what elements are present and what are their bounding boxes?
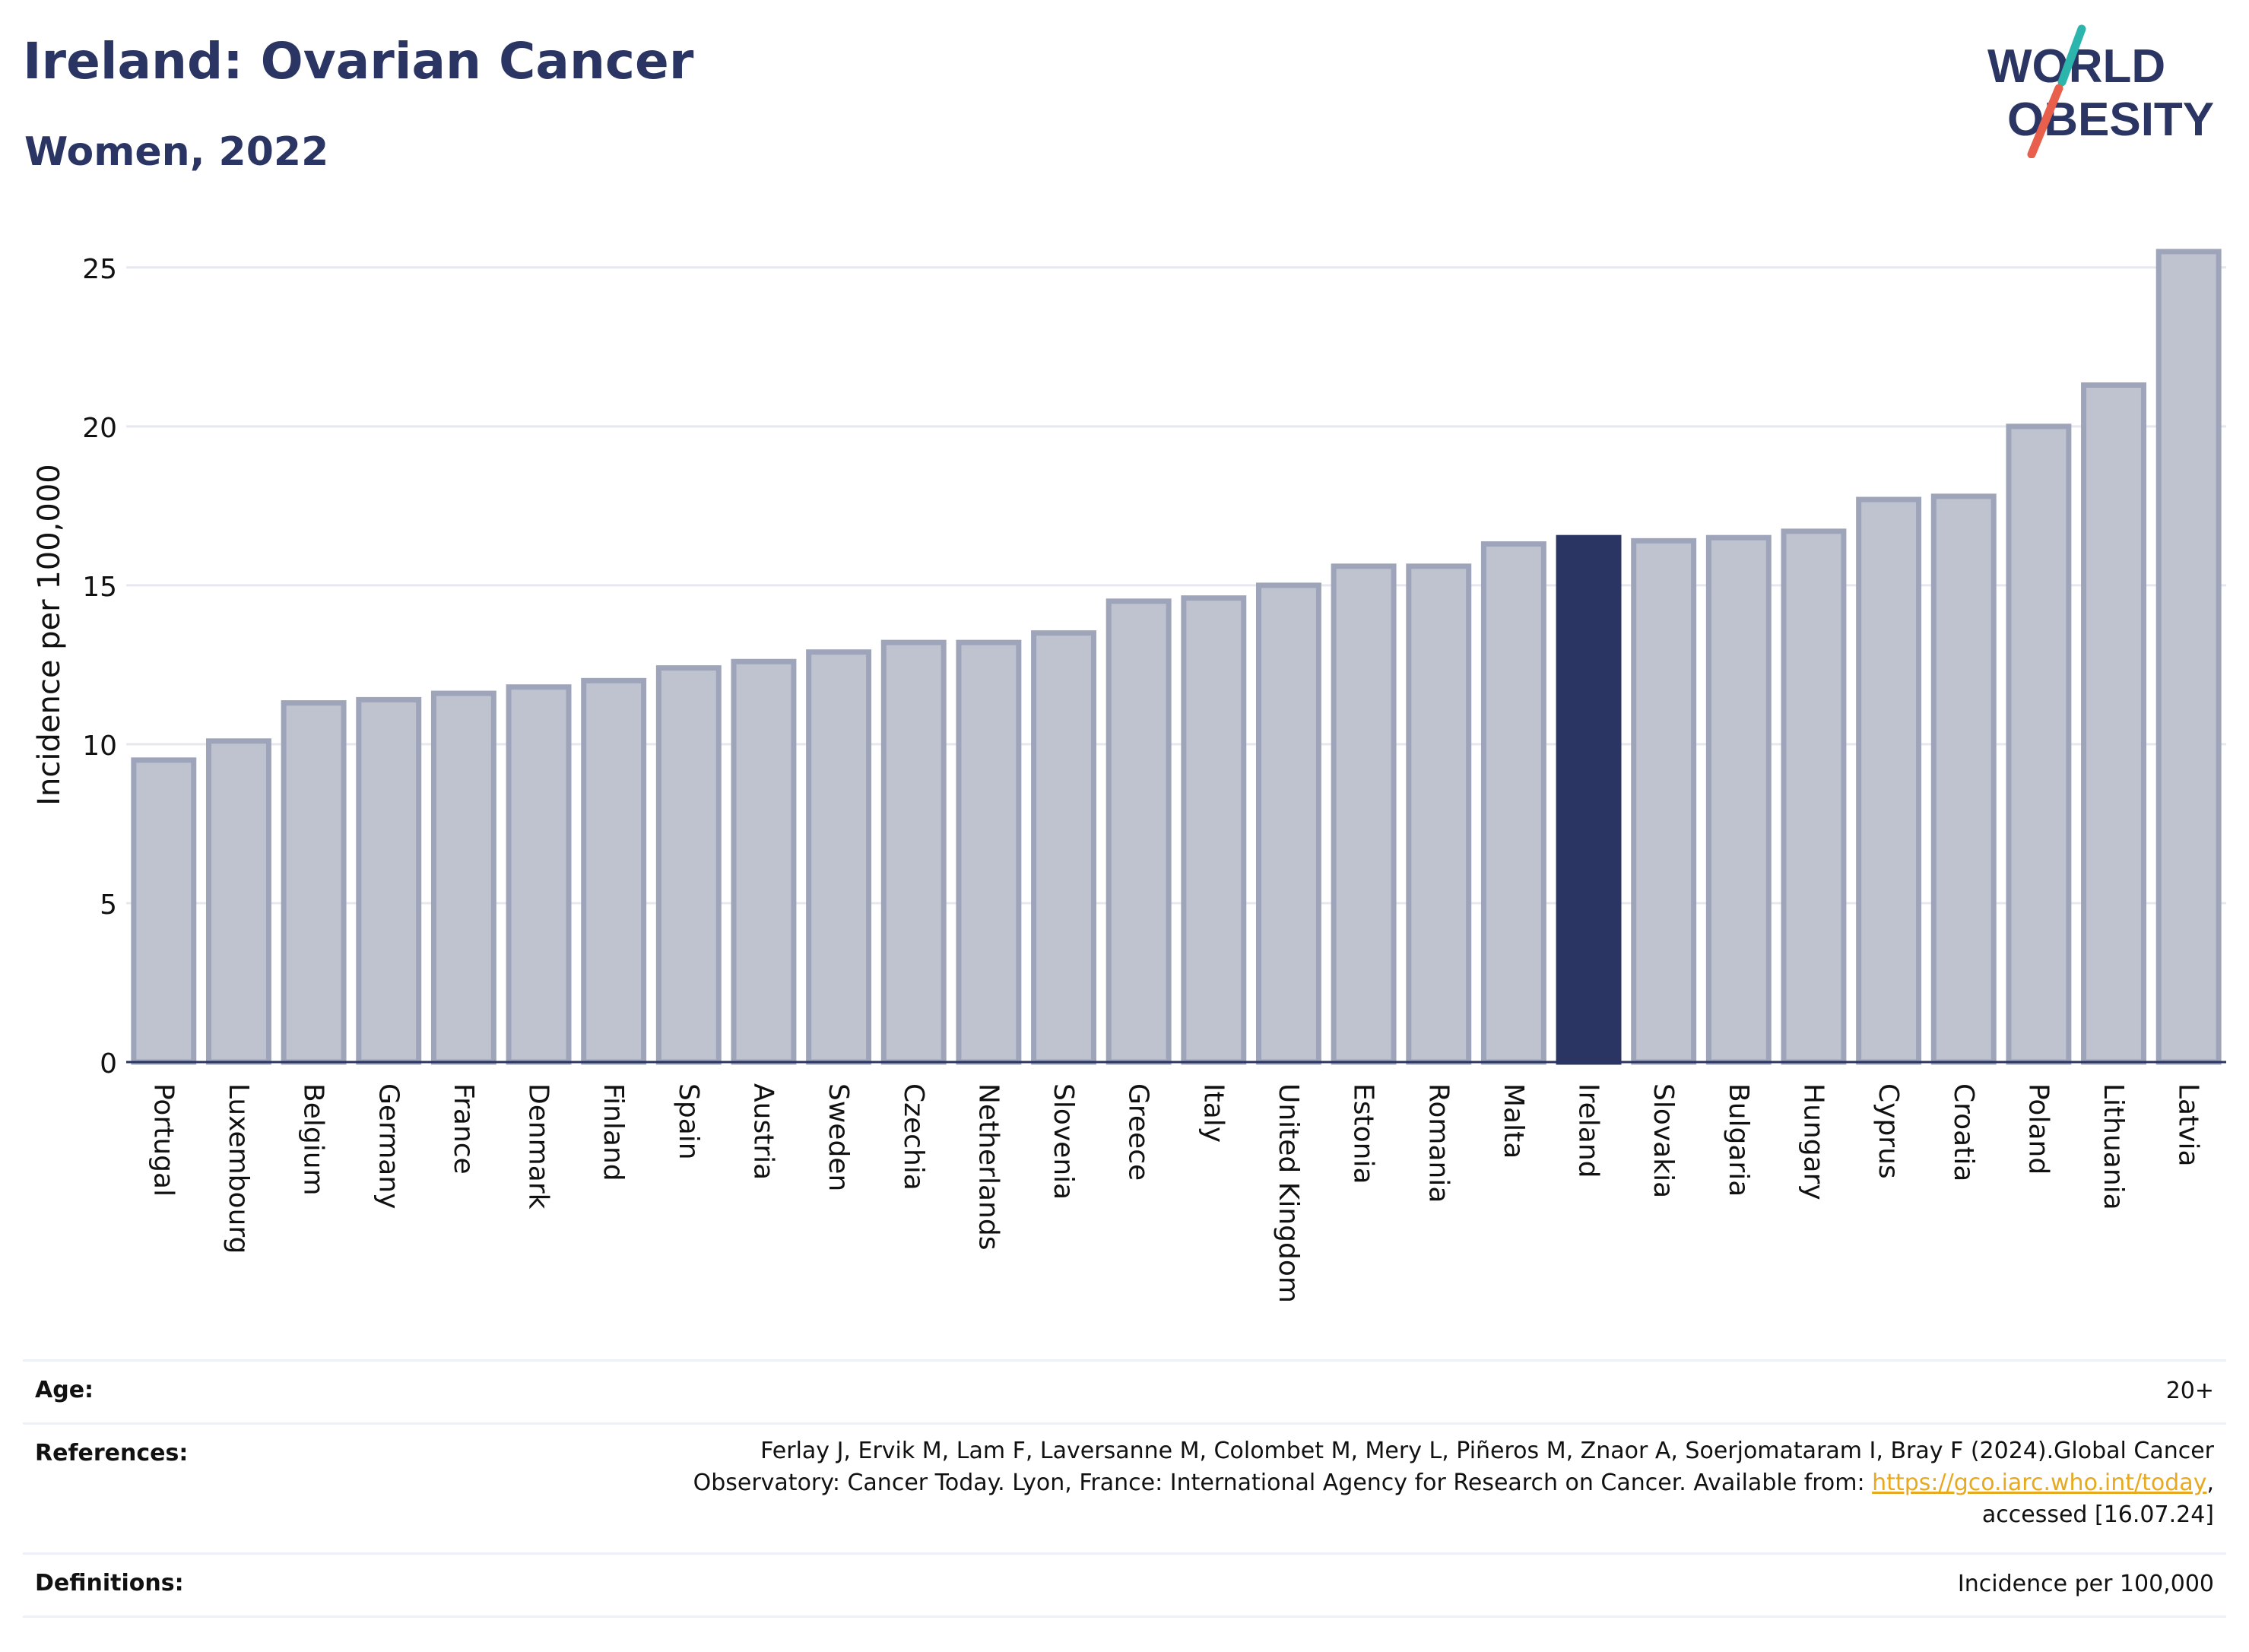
logo-slash-top [2057,24,2086,87]
x-tick-label: Sweden [823,1083,854,1191]
bar-romania [1406,563,1472,1065]
x-tick-label: Bulgaria [1723,1083,1754,1197]
references-label: References: [35,1440,189,1467]
x-tick-label: Croatia [1948,1083,1979,1181]
x-tick-label: Estonia [1348,1083,1379,1184]
references-line1: Ferlay J, Ervik M, Lam F, Laversanne M, … [760,1438,2214,1464]
bar-latvia [2155,249,2222,1065]
bar-hungary [1781,528,1847,1065]
x-tick-label: Greece [1123,1083,1154,1181]
info-row-references: References: Ferlay J, Ervik M, Lam F, La… [23,1422,2226,1552]
age-value: 20+ [2165,1378,2214,1404]
bar-france [430,690,496,1065]
x-tick-label: Cyprus [1873,1083,1904,1179]
bar-austria [731,658,797,1065]
x-tick-label: United Kingdom [1273,1083,1304,1303]
x-tick-label: Netherlands [972,1083,1004,1250]
world-obesity-logo: WORLD OBESITY [1987,24,2214,158]
logo-slash-bottom [2027,84,2063,158]
bar-lithuania [2081,382,2146,1065]
x-tick-label: Belgium [298,1083,329,1196]
references-line2-prefix: Observatory: Cancer Today. Lyon, France:… [693,1470,1873,1496]
bar-united-kingdom [1256,582,1321,1065]
definitions-label: Definitions: [35,1570,184,1597]
x-tick-label: Latvia [2173,1083,2204,1167]
x-tick-label: Hungary [1797,1083,1829,1200]
chart-title: Ireland: Ovarian Cancer [23,32,694,90]
bar-finland [581,677,647,1065]
bar-luxembourg [206,738,271,1065]
bar-slovakia [1631,537,1697,1065]
y-axis-label: Incidence per 100,000 [32,464,67,806]
x-tick-label: Italy [1197,1083,1229,1143]
info-row-age: Age: 20+ [23,1359,2226,1422]
bar-sweden [806,649,872,1065]
x-tick-label: Malta [1498,1083,1529,1159]
bar-slovenia [1031,630,1096,1065]
bar-croatia [1930,493,1997,1065]
x-tick-label: France [448,1083,479,1175]
bar-germany [356,696,422,1065]
x-tick-label: Slovakia [1648,1083,1679,1198]
x-tick-label: Lithuania [2098,1083,2129,1210]
bar-italy [1181,595,1247,1065]
bar-cyprus [1856,496,1922,1065]
x-tick-label: Spain [673,1083,704,1160]
bars [131,249,2222,1065]
x-tick-label: Denmark [523,1083,554,1210]
bar-poland [2006,423,2072,1065]
x-tick-label: Slovenia [1048,1083,1079,1200]
bar-belgium [281,700,347,1065]
bar-denmark [506,684,572,1065]
bar-netherlands [956,639,1022,1065]
x-tick-label: Czechia [898,1083,929,1191]
y-tick-label: 25 [82,254,117,285]
bar-czechia [880,639,947,1065]
references-line2: Observatory: Cancer Today. Lyon, France:… [23,1467,2214,1499]
y-tick-label: 10 [82,731,117,762]
x-tick-label: Germany [373,1083,404,1209]
y-tick-label: 5 [100,889,117,921]
info-row-definitions: Definitions: Incidence per 100,000 [23,1552,2226,1618]
chart-subtitle: Women, 2022 [24,129,329,175]
y-tick-label: 0 [100,1048,117,1080]
x-tick-label: Ireland [1573,1083,1604,1178]
x-tick-label: Luxembourg [223,1083,254,1254]
bar-greece [1105,598,1172,1065]
x-tick-label: Romania [1423,1083,1454,1203]
bar-bulgaria [1705,534,1772,1065]
bar-portugal [131,757,197,1065]
bar-spain [655,665,722,1065]
references-link[interactable]: https://gco.iarc.who.int/today [1872,1470,2207,1496]
x-tick-label: Portugal [148,1083,179,1197]
y-tick-label: 20 [82,413,117,444]
y-tick-label: 15 [82,572,117,603]
references-line2-suffix: , [2206,1470,2214,1496]
references-value: Ferlay J, Ervik M, Lam F, Laversanne M, … [23,1425,2226,1531]
bar-ireland [1556,534,1622,1065]
age-label: Age: [35,1377,94,1403]
bar-chart: 0 5 10 15 20 25 Portugal Luxembourg Belgium Germa… [32,249,2226,1303]
x-tick-label: Finland [598,1083,629,1181]
bar-estonia [1331,563,1397,1065]
bar-malta [1480,541,1546,1065]
x-tick-label: Poland [2022,1083,2054,1175]
axes: 0 5 10 15 20 25 Portugal Luxembourg Belgium Germa… [82,254,2226,1303]
info-table: Age: 20+ References: Ferlay J, Ervik M, … [23,1359,2226,1618]
definitions-value: Incidence per 100,000 [1957,1571,2214,1597]
x-tick-label: Austria [747,1083,779,1180]
references-line3: accessed [16.07.24] [1981,1501,2214,1528]
